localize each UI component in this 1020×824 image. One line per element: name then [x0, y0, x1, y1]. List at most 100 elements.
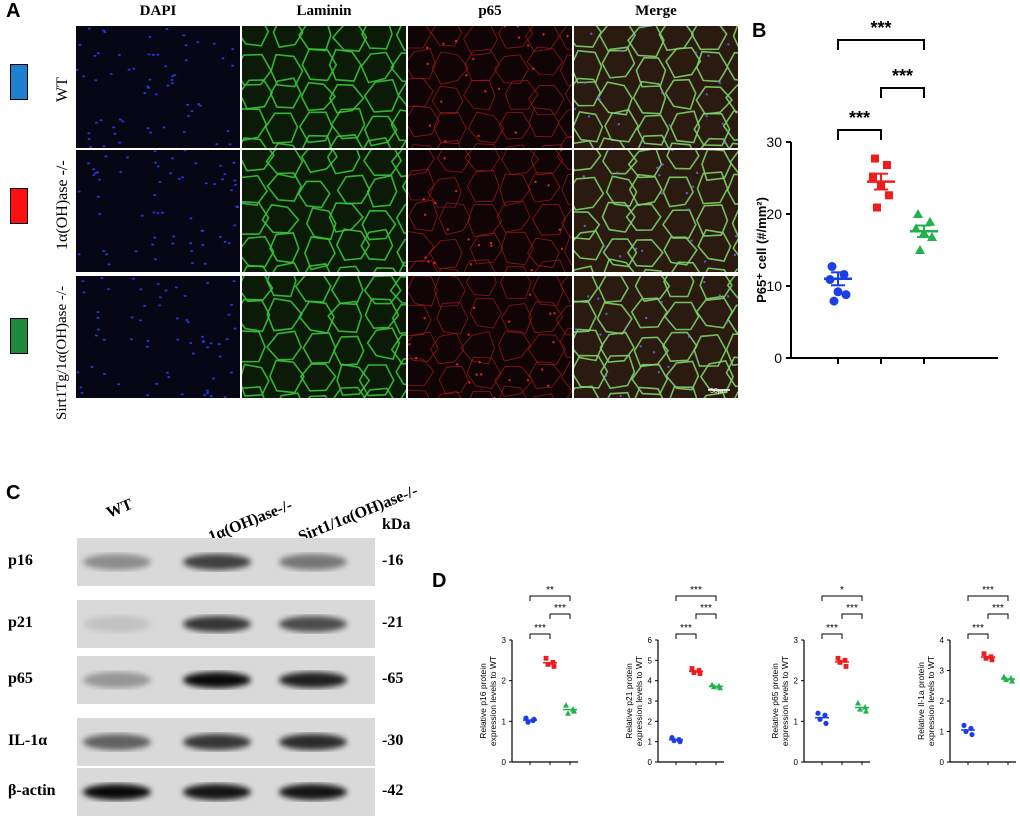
y-tick-label: 0	[502, 758, 507, 767]
blot-label-2: p21	[8, 614, 33, 631]
row-label-wt: WT	[54, 77, 71, 102]
data-point	[835, 655, 841, 661]
data-point	[543, 655, 549, 661]
data-point	[961, 722, 967, 728]
significance-label: ***	[972, 623, 984, 634]
panel-b-letter: B	[752, 20, 767, 42]
significance-bracket	[821, 595, 863, 601]
data-point	[873, 203, 881, 212]
data-point	[857, 706, 863, 712]
data-point	[863, 708, 869, 714]
significance-label: ***	[554, 603, 566, 614]
y-axis-label-line: Relative p16 protein	[478, 663, 488, 739]
data-point	[842, 657, 848, 663]
blot-band	[279, 554, 347, 570]
kda-marker-3: -65	[382, 670, 404, 687]
y-axis-label: Relative p16 proteinexpression levels to…	[478, 656, 498, 746]
y-tick-label: 2	[940, 697, 945, 706]
data-point	[833, 287, 843, 297]
blot-band	[279, 734, 347, 750]
scale-bar-label: 50μm	[710, 388, 728, 395]
y-tick-label: 0	[648, 758, 653, 767]
blot-label-4: IL-1α	[8, 732, 48, 749]
kda-marker-5: -42	[382, 782, 404, 799]
y-tick-label: 2	[648, 717, 653, 726]
blot-label-3: p65	[8, 670, 33, 687]
y-tick-label: 10	[766, 278, 782, 294]
significance-bracket	[695, 613, 717, 619]
y-tick-label: 6	[648, 636, 653, 645]
significance-bracket	[837, 129, 882, 140]
blot-band	[83, 734, 151, 750]
col-title-dapi: DAPI	[139, 3, 177, 19]
data-point	[571, 708, 577, 714]
y-tick-label: 3	[502, 636, 507, 645]
chart-3: 0 1 2 3 Relative p65 proteinexpression level…	[770, 585, 870, 767]
y-axis-label-line: Relative p65 protein	[770, 663, 780, 739]
micrograph-laminin-row2	[242, 150, 406, 272]
blot-band	[83, 784, 151, 800]
data-point	[1009, 678, 1015, 684]
significance-label: ***	[534, 623, 546, 634]
data-point	[815, 710, 821, 716]
significance-label: *	[840, 585, 844, 596]
significance-label: ***	[680, 623, 692, 634]
micrograph-dapi-row1	[76, 26, 240, 148]
micrograph-p65-row3	[408, 276, 572, 398]
y-axis-label: Relative Il-1a proteinexpression levels …	[916, 656, 936, 746]
y-tick-label: 1	[648, 738, 653, 747]
significance-bracket	[675, 595, 717, 601]
data-point	[671, 738, 677, 744]
significance-bracket	[967, 595, 1009, 601]
y-tick-label: 30	[766, 134, 782, 150]
blot-band	[279, 616, 347, 632]
y-tick-label: 1	[940, 728, 945, 737]
significance-label: ***	[690, 585, 702, 596]
blot-band	[183, 672, 251, 688]
y-tick-label: 1	[794, 717, 799, 726]
significance-label: ***	[849, 108, 870, 128]
data-point	[565, 710, 571, 716]
y-tick-label: 2	[794, 677, 799, 686]
data-point	[689, 666, 695, 671]
blot-label-1: p16	[8, 552, 33, 569]
significance-label: ***	[982, 585, 994, 596]
data-point	[915, 245, 925, 254]
significance-label: ***	[992, 603, 1004, 614]
data-point	[696, 668, 702, 673]
kda-marker-2: -21	[382, 614, 404, 631]
significance-label: ***	[892, 66, 913, 86]
row-label-ko: 1α(OH)ase -/-	[54, 160, 71, 250]
col-title-merge: Merge	[635, 3, 677, 19]
panel-a-letter: A	[6, 0, 21, 22]
data-point	[989, 657, 995, 663]
blot-strip-3	[77, 656, 375, 704]
y-tick-label: 0	[794, 758, 799, 767]
blot-band	[83, 672, 151, 688]
lane-label-wt: WT	[104, 496, 136, 522]
panel-c-letter: C	[6, 482, 21, 504]
blot-band	[183, 784, 251, 800]
y-axis-label-line: Relative p21 protein	[624, 663, 634, 739]
data-point	[551, 664, 557, 669]
chart-1: 0 1 2 3 Relative p16 proteinexpression level…	[478, 585, 578, 767]
blot-band	[279, 784, 347, 800]
data-point	[925, 216, 935, 226]
y-tick-label: 1	[502, 717, 507, 726]
y-axis-label-line: expression levels to WT	[926, 656, 936, 746]
data-point	[869, 172, 877, 181]
significance-label: ***	[700, 603, 712, 614]
data-point	[969, 731, 975, 738]
data-point	[883, 161, 891, 170]
y-axis-label-line: expression levels to WT	[488, 656, 498, 746]
data-point	[545, 662, 551, 667]
significance-label: **	[546, 585, 554, 596]
p65-cell-chart: 0 10 20 30 P65⁺ cell (#/mm²) *** *** ***	[754, 18, 998, 366]
blot-band	[183, 554, 251, 570]
data-point	[913, 209, 923, 218]
significance-label: ***	[826, 623, 838, 634]
micrograph-dapi-row3	[76, 276, 240, 398]
chart-2: 0 1 2 3 4 5 6 Relative p21 proteinexpression le…	[624, 585, 724, 767]
data-point	[885, 191, 893, 200]
significance-bracket	[529, 633, 551, 639]
